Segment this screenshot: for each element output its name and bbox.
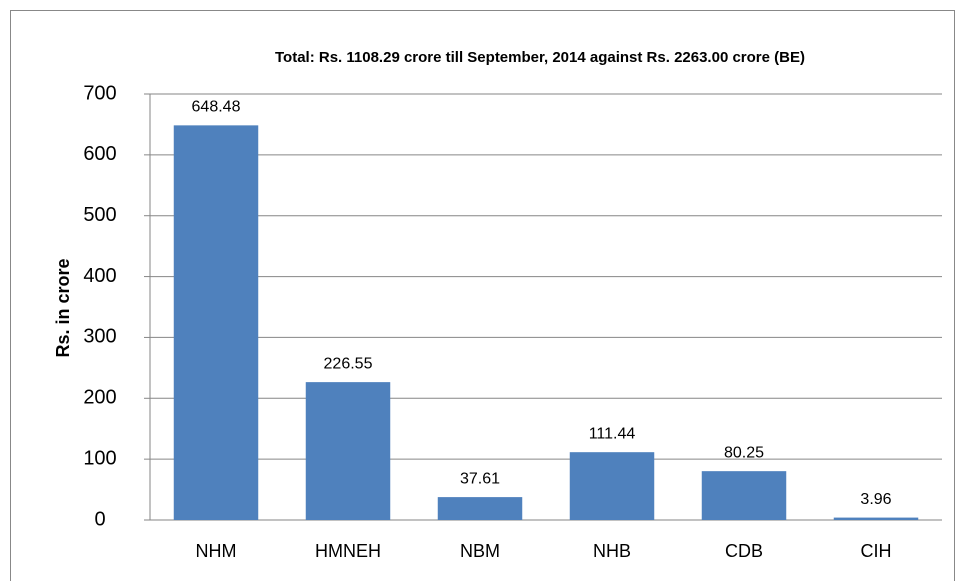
x-tick-label: NHB (593, 541, 631, 561)
x-tick-label: NBM (460, 541, 500, 561)
y-axis-label: Rs. in crore (53, 258, 73, 357)
y-tick-label: 600 (83, 143, 116, 165)
chart-border (10, 10, 955, 581)
y-tick-label: 700 (83, 82, 116, 104)
bar (437, 497, 523, 520)
y-tick-label: 300 (83, 326, 116, 348)
x-tick-label: HMNEH (315, 541, 381, 561)
y-tick-label: 100 (83, 447, 116, 469)
data-label: 37.61 (460, 470, 500, 487)
y-tick-label: 0 (94, 508, 105, 530)
x-tick-label: NHM (196, 541, 237, 561)
bar (833, 517, 919, 520)
x-tick-label: CDB (725, 541, 763, 561)
data-label: 80.25 (724, 444, 764, 461)
chart-title: Total: Rs. 1108.29 crore till September,… (275, 49, 805, 66)
data-label: 226.55 (324, 355, 373, 372)
y-tick-label: 400 (83, 265, 116, 287)
x-tick-label: CIH (861, 541, 892, 561)
data-label: 111.44 (589, 425, 636, 442)
bar (173, 125, 259, 520)
y-tick-label: 200 (83, 387, 116, 409)
data-label: 3.96 (860, 491, 891, 508)
bar (701, 471, 787, 520)
data-label: 648.48 (192, 99, 241, 116)
bar (569, 452, 655, 520)
y-tick-label: 500 (83, 204, 116, 226)
bar (305, 382, 391, 520)
